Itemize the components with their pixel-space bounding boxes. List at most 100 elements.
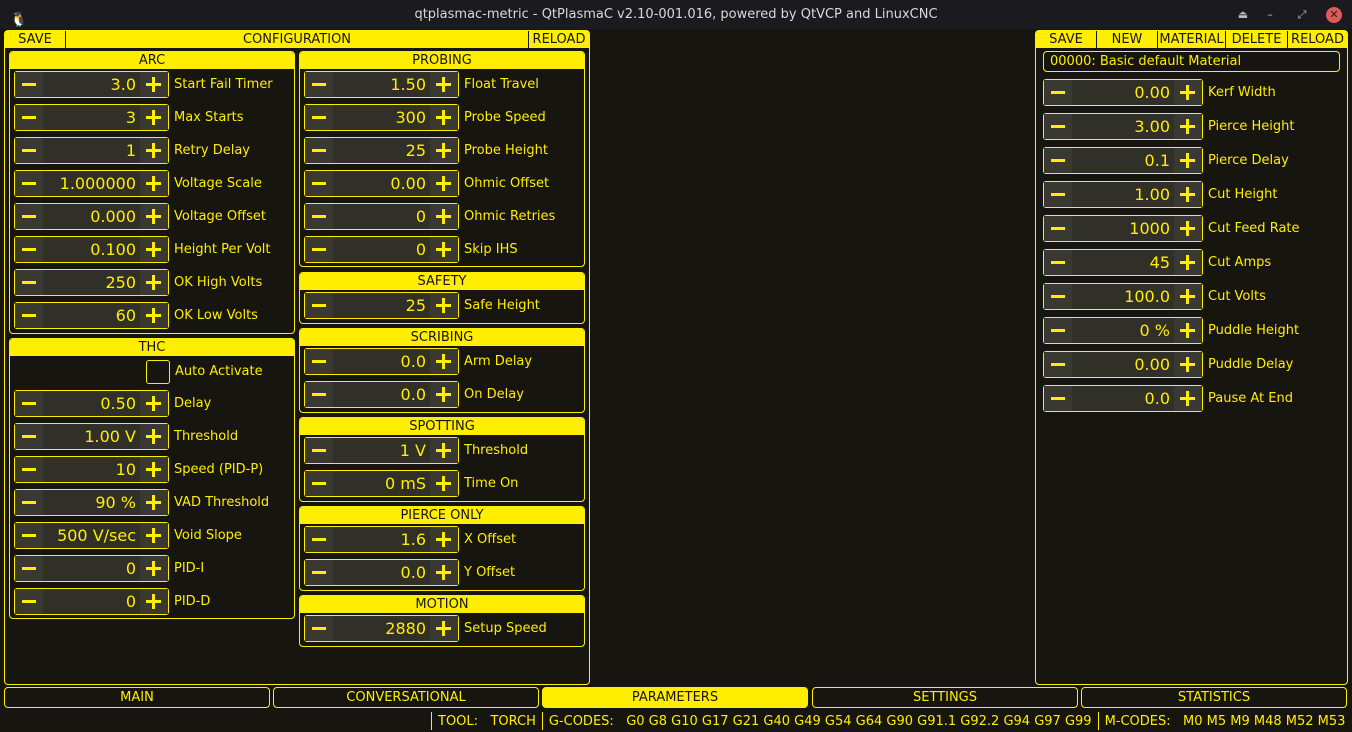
plus-icon[interactable]: [430, 105, 458, 130]
material-save-button[interactable]: SAVE: [1036, 31, 1097, 48]
minus-icon[interactable]: [1044, 284, 1072, 309]
minus-icon[interactable]: [1044, 114, 1072, 139]
plus-icon[interactable]: [1174, 80, 1202, 105]
minus-icon[interactable]: [15, 556, 43, 581]
arc-ok-high-volts-spinbox[interactable]: 250: [14, 269, 169, 296]
plus-icon[interactable]: [140, 490, 168, 515]
material-kerf-width-spinbox[interactable]: 0.00: [1043, 79, 1203, 106]
material-new-button[interactable]: NEW: [1097, 31, 1158, 48]
minus-icon[interactable]: [1044, 318, 1072, 343]
minus-icon[interactable]: [305, 237, 333, 262]
close-icon[interactable]: ✕: [1326, 7, 1342, 23]
thc-pid-d-spinbox[interactable]: 0: [14, 588, 169, 615]
plus-icon[interactable]: [1174, 352, 1202, 377]
minus-icon[interactable]: [305, 349, 333, 374]
material-reload-button[interactable]: RELOAD: [1291, 32, 1344, 47]
thc-void-slope-value[interactable]: 500 V/sec: [43, 523, 140, 548]
spotting-time-on-spinbox[interactable]: 0 mS: [304, 470, 459, 497]
arc-start-fail-timer-value[interactable]: 3.0: [43, 72, 140, 97]
probing-probe-height-spinbox[interactable]: 25: [304, 137, 459, 164]
material-puddle-delay-value[interactable]: 0.00: [1072, 352, 1174, 377]
material-pierce-height-value[interactable]: 3.00: [1072, 114, 1174, 139]
material-cut-volts-value[interactable]: 100.0: [1072, 284, 1174, 309]
material-cut-feed-rate-value[interactable]: 1000: [1072, 216, 1174, 241]
plus-icon[interactable]: [1174, 386, 1202, 411]
material-pause-at-end-value[interactable]: 0.0: [1072, 386, 1174, 411]
plus-icon[interactable]: [1174, 182, 1202, 207]
plus-icon[interactable]: [140, 523, 168, 548]
material-kerf-width-value[interactable]: 0.00: [1072, 80, 1174, 105]
plus-icon[interactable]: [1174, 318, 1202, 343]
config-save-button[interactable]: SAVE: [5, 31, 66, 48]
thc-threshold-spinbox[interactable]: 1.00 V: [14, 423, 169, 450]
arc-max-starts-value[interactable]: 3: [43, 105, 140, 130]
scribing-on-delay-value[interactable]: 0.0: [333, 382, 430, 407]
spotting-threshold-value[interactable]: 1 V: [333, 438, 430, 463]
plus-icon[interactable]: [430, 616, 458, 641]
thc-vad-threshold-value[interactable]: 90 %: [43, 490, 140, 515]
arc-voltage-offset-spinbox[interactable]: 0.000: [14, 203, 169, 230]
minus-icon[interactable]: [305, 527, 333, 552]
thc-pid-i-value[interactable]: 0: [43, 556, 140, 581]
arc-ok-low-volts-value[interactable]: 60: [43, 303, 140, 328]
plus-icon[interactable]: [1174, 216, 1202, 241]
minus-icon[interactable]: [15, 237, 43, 262]
tab-main[interactable]: MAIN: [4, 687, 270, 708]
pierce-only-x-offset-spinbox[interactable]: 1.6: [304, 526, 459, 553]
material-cut-height-spinbox[interactable]: 1.00: [1043, 181, 1203, 208]
probing-ohmic-retries-value[interactable]: 0: [333, 204, 430, 229]
safety-safe-height-spinbox[interactable]: 25: [304, 292, 459, 319]
probing-skip-ihs-spinbox[interactable]: 0: [304, 236, 459, 263]
motion-setup-speed-value[interactable]: 2880: [333, 616, 430, 641]
probing-float-travel-spinbox[interactable]: 1.50: [304, 71, 459, 98]
minus-icon[interactable]: [15, 490, 43, 515]
arc-start-fail-timer-spinbox[interactable]: 3.0: [14, 71, 169, 98]
minus-icon[interactable]: [305, 382, 333, 407]
minus-icon[interactable]: [15, 105, 43, 130]
material-cut-height-value[interactable]: 1.00: [1072, 182, 1174, 207]
pierce-only-y-offset-spinbox[interactable]: 0.0: [304, 559, 459, 586]
minus-icon[interactable]: [1044, 148, 1072, 173]
plus-icon[interactable]: [430, 171, 458, 196]
plus-icon[interactable]: [430, 527, 458, 552]
minus-icon[interactable]: [15, 204, 43, 229]
safety-safe-height-value[interactable]: 25: [333, 293, 430, 318]
material-selector[interactable]: 00000: Basic default Material: [1043, 51, 1340, 72]
minus-icon[interactable]: [15, 589, 43, 614]
arc-retry-delay-spinbox[interactable]: 1: [14, 137, 169, 164]
material-delete-button[interactable]: DELETE: [1226, 31, 1288, 48]
tab-settings[interactable]: SETTINGS: [812, 687, 1078, 708]
arc-ok-low-volts-spinbox[interactable]: 60: [14, 302, 169, 329]
plus-icon[interactable]: [430, 237, 458, 262]
arc-voltage-scale-spinbox[interactable]: 1.000000: [14, 170, 169, 197]
scribing-arm-delay-value[interactable]: 0.0: [333, 349, 430, 374]
tab-conversational[interactable]: CONVERSATIONAL: [273, 687, 539, 708]
minus-icon[interactable]: [305, 293, 333, 318]
plus-icon[interactable]: [430, 438, 458, 463]
plus-icon[interactable]: [430, 204, 458, 229]
minus-icon[interactable]: [1044, 216, 1072, 241]
minus-icon[interactable]: [1044, 250, 1072, 275]
material-pierce-delay-spinbox[interactable]: 0.1: [1043, 147, 1203, 174]
arc-retry-delay-value[interactable]: 1: [43, 138, 140, 163]
pierce-only-x-offset-value[interactable]: 1.6: [333, 527, 430, 552]
motion-setup-speed-spinbox[interactable]: 2880: [304, 615, 459, 642]
minus-icon[interactable]: [305, 204, 333, 229]
material-pierce-delay-value[interactable]: 0.1: [1072, 148, 1174, 173]
material-cut-feed-rate-spinbox[interactable]: 1000: [1043, 215, 1203, 242]
scribing-on-delay-spinbox[interactable]: 0.0: [304, 381, 459, 408]
plus-icon[interactable]: [430, 72, 458, 97]
plus-icon[interactable]: [430, 293, 458, 318]
plus-icon[interactable]: [140, 303, 168, 328]
minus-icon[interactable]: [15, 303, 43, 328]
arc-voltage-offset-value[interactable]: 0.000: [43, 204, 140, 229]
minus-icon[interactable]: [1044, 182, 1072, 207]
minus-icon[interactable]: [15, 424, 43, 449]
plus-icon[interactable]: [140, 171, 168, 196]
plus-icon[interactable]: [140, 270, 168, 295]
material-pause-at-end-spinbox[interactable]: 0.0: [1043, 385, 1203, 412]
material-cut-amps-spinbox[interactable]: 45: [1043, 249, 1203, 276]
minus-icon[interactable]: [15, 523, 43, 548]
material-cut-amps-value[interactable]: 45: [1072, 250, 1174, 275]
shade-icon[interactable]: ⏏: [1237, 8, 1249, 21]
